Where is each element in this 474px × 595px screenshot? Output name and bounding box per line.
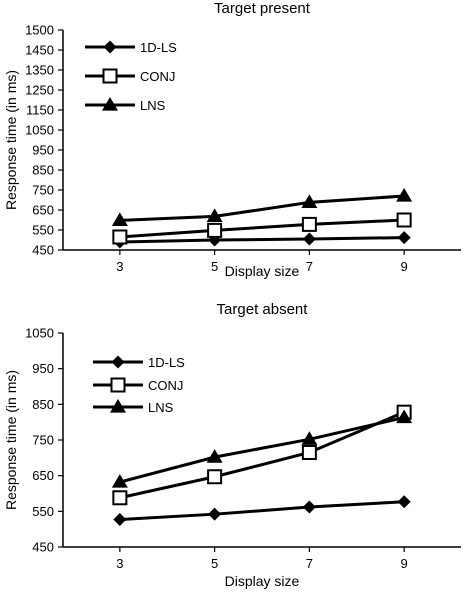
data-point-lns [301, 194, 318, 208]
data-point-lns [301, 431, 318, 445]
chart-title: Target present [214, 0, 311, 17]
legend-entry-conj: CONJ [85, 68, 175, 84]
data-point-conj [207, 469, 223, 485]
legend-marker-1d-ls [103, 40, 117, 54]
x-tick-label: 7 [306, 259, 313, 274]
y-tick-label: 550 [32, 223, 54, 238]
data-point-1d-ls [397, 231, 411, 245]
series-line-conj [119, 410, 405, 500]
x-tick-label: 9 [401, 556, 408, 571]
y-axis-label: Response time (in ms) [3, 70, 19, 210]
y-tick-label: 950 [32, 361, 54, 376]
legend-marker-conj [102, 68, 118, 84]
y-tick-label: 550 [32, 504, 54, 519]
y-tick-label: 1050 [25, 123, 54, 138]
data-point-conj [112, 490, 128, 506]
chart-title: Target absent [217, 301, 309, 318]
x-tick-label: 5 [211, 259, 218, 274]
data-point-conj [112, 229, 128, 245]
y-tick-label: 1500 [25, 23, 54, 38]
y-tick-label: 1450 [25, 43, 54, 58]
legend-label: 1D-LS [140, 40, 177, 55]
legend-marker-lns [110, 399, 126, 413]
y-tick-label: 450 [32, 243, 54, 258]
y-tick-label: 1350 [25, 63, 54, 78]
legend-entry-conj: CONJ [93, 377, 183, 393]
data-point-conj [301, 216, 317, 232]
legend-entry-1d-ls: 1D-LS [85, 40, 177, 55]
x-axis-label: Display size [225, 263, 300, 279]
legend-label: 1D-LS [148, 355, 185, 370]
y-tick-label: 1050 [25, 326, 54, 341]
x-tick-label: 7 [306, 556, 313, 571]
series-line-lns [119, 194, 405, 222]
data-point-conj [301, 444, 317, 460]
series-conj [112, 404, 412, 506]
data-point-lns [396, 409, 413, 424]
legend-marker-1d-ls [111, 355, 125, 369]
y-tick-label: 950 [32, 143, 54, 158]
data-point-1d-ls [113, 513, 127, 527]
chart-target-present: Target present 450 550 650 750 850 950 1050 1150… [3, 0, 461, 279]
y-tick-label: 850 [32, 163, 54, 178]
series-line-1d-ls [119, 236, 405, 244]
y-tick-label: 750 [32, 433, 54, 448]
legend-label: LNS [140, 98, 166, 113]
legend-entry-1d-ls: 1D-LS [93, 355, 185, 370]
series-1d-ls [113, 495, 411, 527]
x-axis-label: Display size [225, 573, 300, 589]
legend-entry-lns: LNS [85, 97, 166, 113]
y-axis-label: Response time (in ms) [3, 370, 19, 510]
data-point-conj [207, 222, 223, 238]
y-tick-label: 1150 [26, 103, 54, 118]
x-tick-label: 3 [116, 259, 123, 274]
y-tick-label: 450 [32, 540, 54, 555]
x-tick-label: 9 [401, 259, 408, 274]
series-line-1d-ls [119, 500, 405, 522]
legend-marker-conj [110, 377, 126, 393]
data-point-lns [111, 474, 128, 488]
series-line-conj [119, 218, 405, 239]
legend-entry-lns: LNS [93, 399, 174, 415]
data-point-lns [111, 212, 128, 226]
series-line-lns [119, 416, 405, 484]
y-tick-label: 650 [32, 203, 54, 218]
y-tick-label: 750 [32, 183, 54, 198]
data-point-lns [206, 449, 223, 463]
legend-marker-lns [102, 97, 118, 111]
data-point-conj [396, 212, 412, 228]
legend-label: LNS [148, 400, 174, 415]
series-lns [111, 409, 413, 488]
data-point-lns [396, 188, 413, 202]
legend-label: CONJ [148, 378, 183, 393]
series-conj [112, 212, 412, 245]
legend-label: CONJ [140, 69, 175, 84]
x-tick-label: 3 [116, 556, 123, 571]
y-tick-label: 850 [32, 397, 54, 412]
x-tick-label: 5 [211, 556, 218, 571]
series-lns [111, 188, 413, 226]
data-point-1d-ls [397, 495, 411, 509]
data-point-1d-ls [208, 507, 222, 521]
chart-target-absent: Target absent 450 550 650 750 850 950 1050 3 5 7 9 D… [3, 301, 461, 589]
data-point-1d-ls [302, 232, 316, 246]
y-tick-label: 1250 [25, 83, 54, 98]
data-point-lns [206, 208, 223, 222]
data-point-1d-ls [302, 500, 316, 514]
y-tick-label: 650 [32, 468, 54, 483]
